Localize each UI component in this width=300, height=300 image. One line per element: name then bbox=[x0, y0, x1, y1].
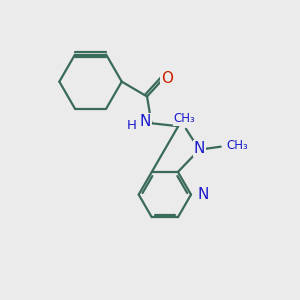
Text: O: O bbox=[161, 71, 173, 86]
Text: CH₃: CH₃ bbox=[227, 139, 248, 152]
Text: N: N bbox=[194, 141, 205, 156]
Text: N: N bbox=[198, 187, 209, 202]
Text: H: H bbox=[127, 119, 137, 132]
Text: CH₃: CH₃ bbox=[174, 112, 195, 125]
Text: N: N bbox=[139, 114, 151, 129]
